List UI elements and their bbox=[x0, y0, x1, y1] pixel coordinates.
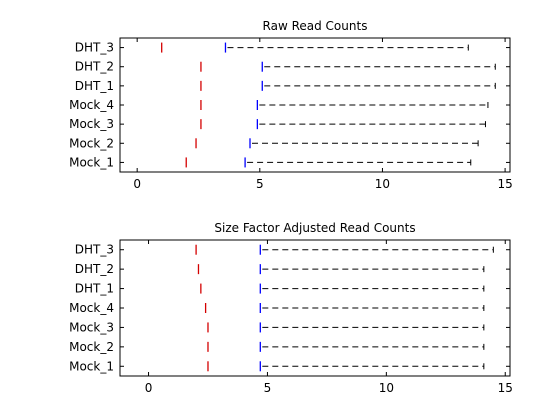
y-tick-label-mock-3: Mock_3 bbox=[69, 117, 114, 131]
y-tick-label-dht-2: DHT_2 bbox=[75, 262, 114, 276]
x-tick-label: 0 bbox=[133, 177, 141, 191]
y-tick-label-mock-3: Mock_3 bbox=[69, 320, 114, 334]
y-tick-label-dht-1: DHT_1 bbox=[75, 79, 114, 93]
y-tick-label-mock-4: Mock_4 bbox=[69, 301, 114, 315]
x-tick-label: 10 bbox=[375, 177, 390, 191]
x-tick-label: 15 bbox=[497, 177, 512, 191]
y-tick-label-mock-4: Mock_4 bbox=[69, 98, 114, 112]
x-tick-label: 10 bbox=[379, 381, 394, 395]
y-tick-label-mock-1: Mock_1 bbox=[69, 359, 114, 373]
panel-raw-read-counts: Raw Read Counts 0 5 10 15 DHT_3 DHT_2 DHT_1 Mock… bbox=[69, 19, 513, 191]
x-tick-label: 5 bbox=[256, 177, 264, 191]
y-tick-label-dht-3: DHT_3 bbox=[75, 41, 114, 55]
y-tick-label-mock-2: Mock_2 bbox=[69, 136, 114, 150]
y-tick-label-dht-1: DHT_1 bbox=[75, 282, 114, 296]
x-tick-label: 5 bbox=[264, 381, 272, 395]
y-tick-label-mock-1: Mock_1 bbox=[69, 155, 114, 169]
x-tick-label: 15 bbox=[498, 381, 513, 395]
chart-title: Raw Read Counts bbox=[263, 19, 368, 33]
x-tick-label: 0 bbox=[145, 381, 153, 395]
y-tick-label-dht-3: DHT_3 bbox=[75, 243, 114, 257]
y-tick-label-mock-2: Mock_2 bbox=[69, 340, 114, 354]
panel-size-factor-adjusted-read-counts: Size Factor Adjusted Read Counts 0 5 10 15 DH… bbox=[69, 221, 513, 395]
chart-title: Size Factor Adjusted Read Counts bbox=[214, 221, 415, 235]
y-tick-label-dht-2: DHT_2 bbox=[75, 60, 114, 74]
